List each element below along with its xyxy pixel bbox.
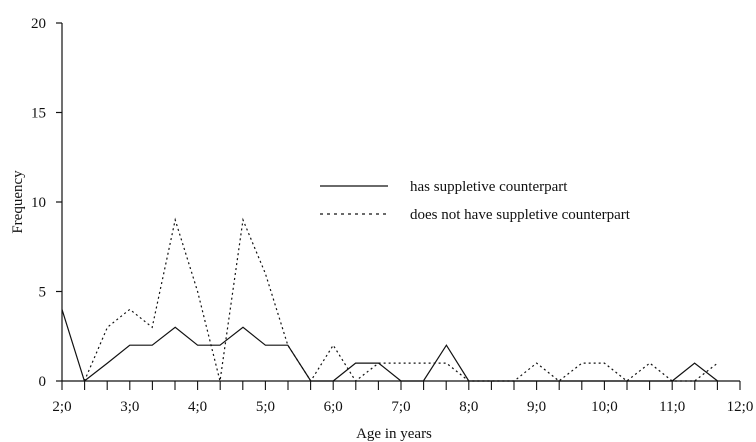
x-tick-label: 10;0	[591, 399, 618, 415]
legend-label-has-suppletive: has suppletive counterpart	[410, 179, 568, 195]
series-lines	[61, 217, 718, 383]
x-tick-label: 11;0	[659, 399, 685, 415]
x-tick-label: 12;0	[727, 399, 754, 415]
x-ticks: 2;0 3;0 4;0 5;0 6;0 7;0 8;0 9;0 10;0 11;0 12;0	[52, 381, 753, 415]
x-axis-title: Age in years	[356, 426, 432, 442]
y-tick-label: 5	[39, 285, 47, 301]
chart-legend: has suppletive counterpart does not have…	[320, 179, 631, 223]
chart-axes	[61, 23, 740, 382]
y-tick-label: 0	[39, 374, 47, 390]
y-tick-label: 20	[31, 16, 46, 32]
x-tick-label: 7;0	[391, 399, 410, 415]
x-tick-label: 6;0	[324, 399, 343, 415]
legend-label-does-not-have-suppletive: does not have suppletive counterpart	[410, 207, 631, 223]
x-tick-label: 3;0	[120, 399, 139, 415]
x-tick-label: 8;0	[459, 399, 478, 415]
y-axis-title: Frequency	[10, 170, 26, 234]
x-tick-label: 2;0	[52, 399, 71, 415]
y-tick-label: 10	[31, 195, 46, 211]
x-tick-label: 5;0	[256, 399, 275, 415]
series-line-solid	[61, 309, 718, 383]
x-tick-label: 9;0	[527, 399, 546, 415]
series-line-dotted	[83, 217, 718, 383]
y-ticks: 0 5 10 15 20	[31, 16, 62, 390]
y-tick-label: 15	[31, 106, 46, 122]
x-tick-label: 4;0	[188, 399, 207, 415]
